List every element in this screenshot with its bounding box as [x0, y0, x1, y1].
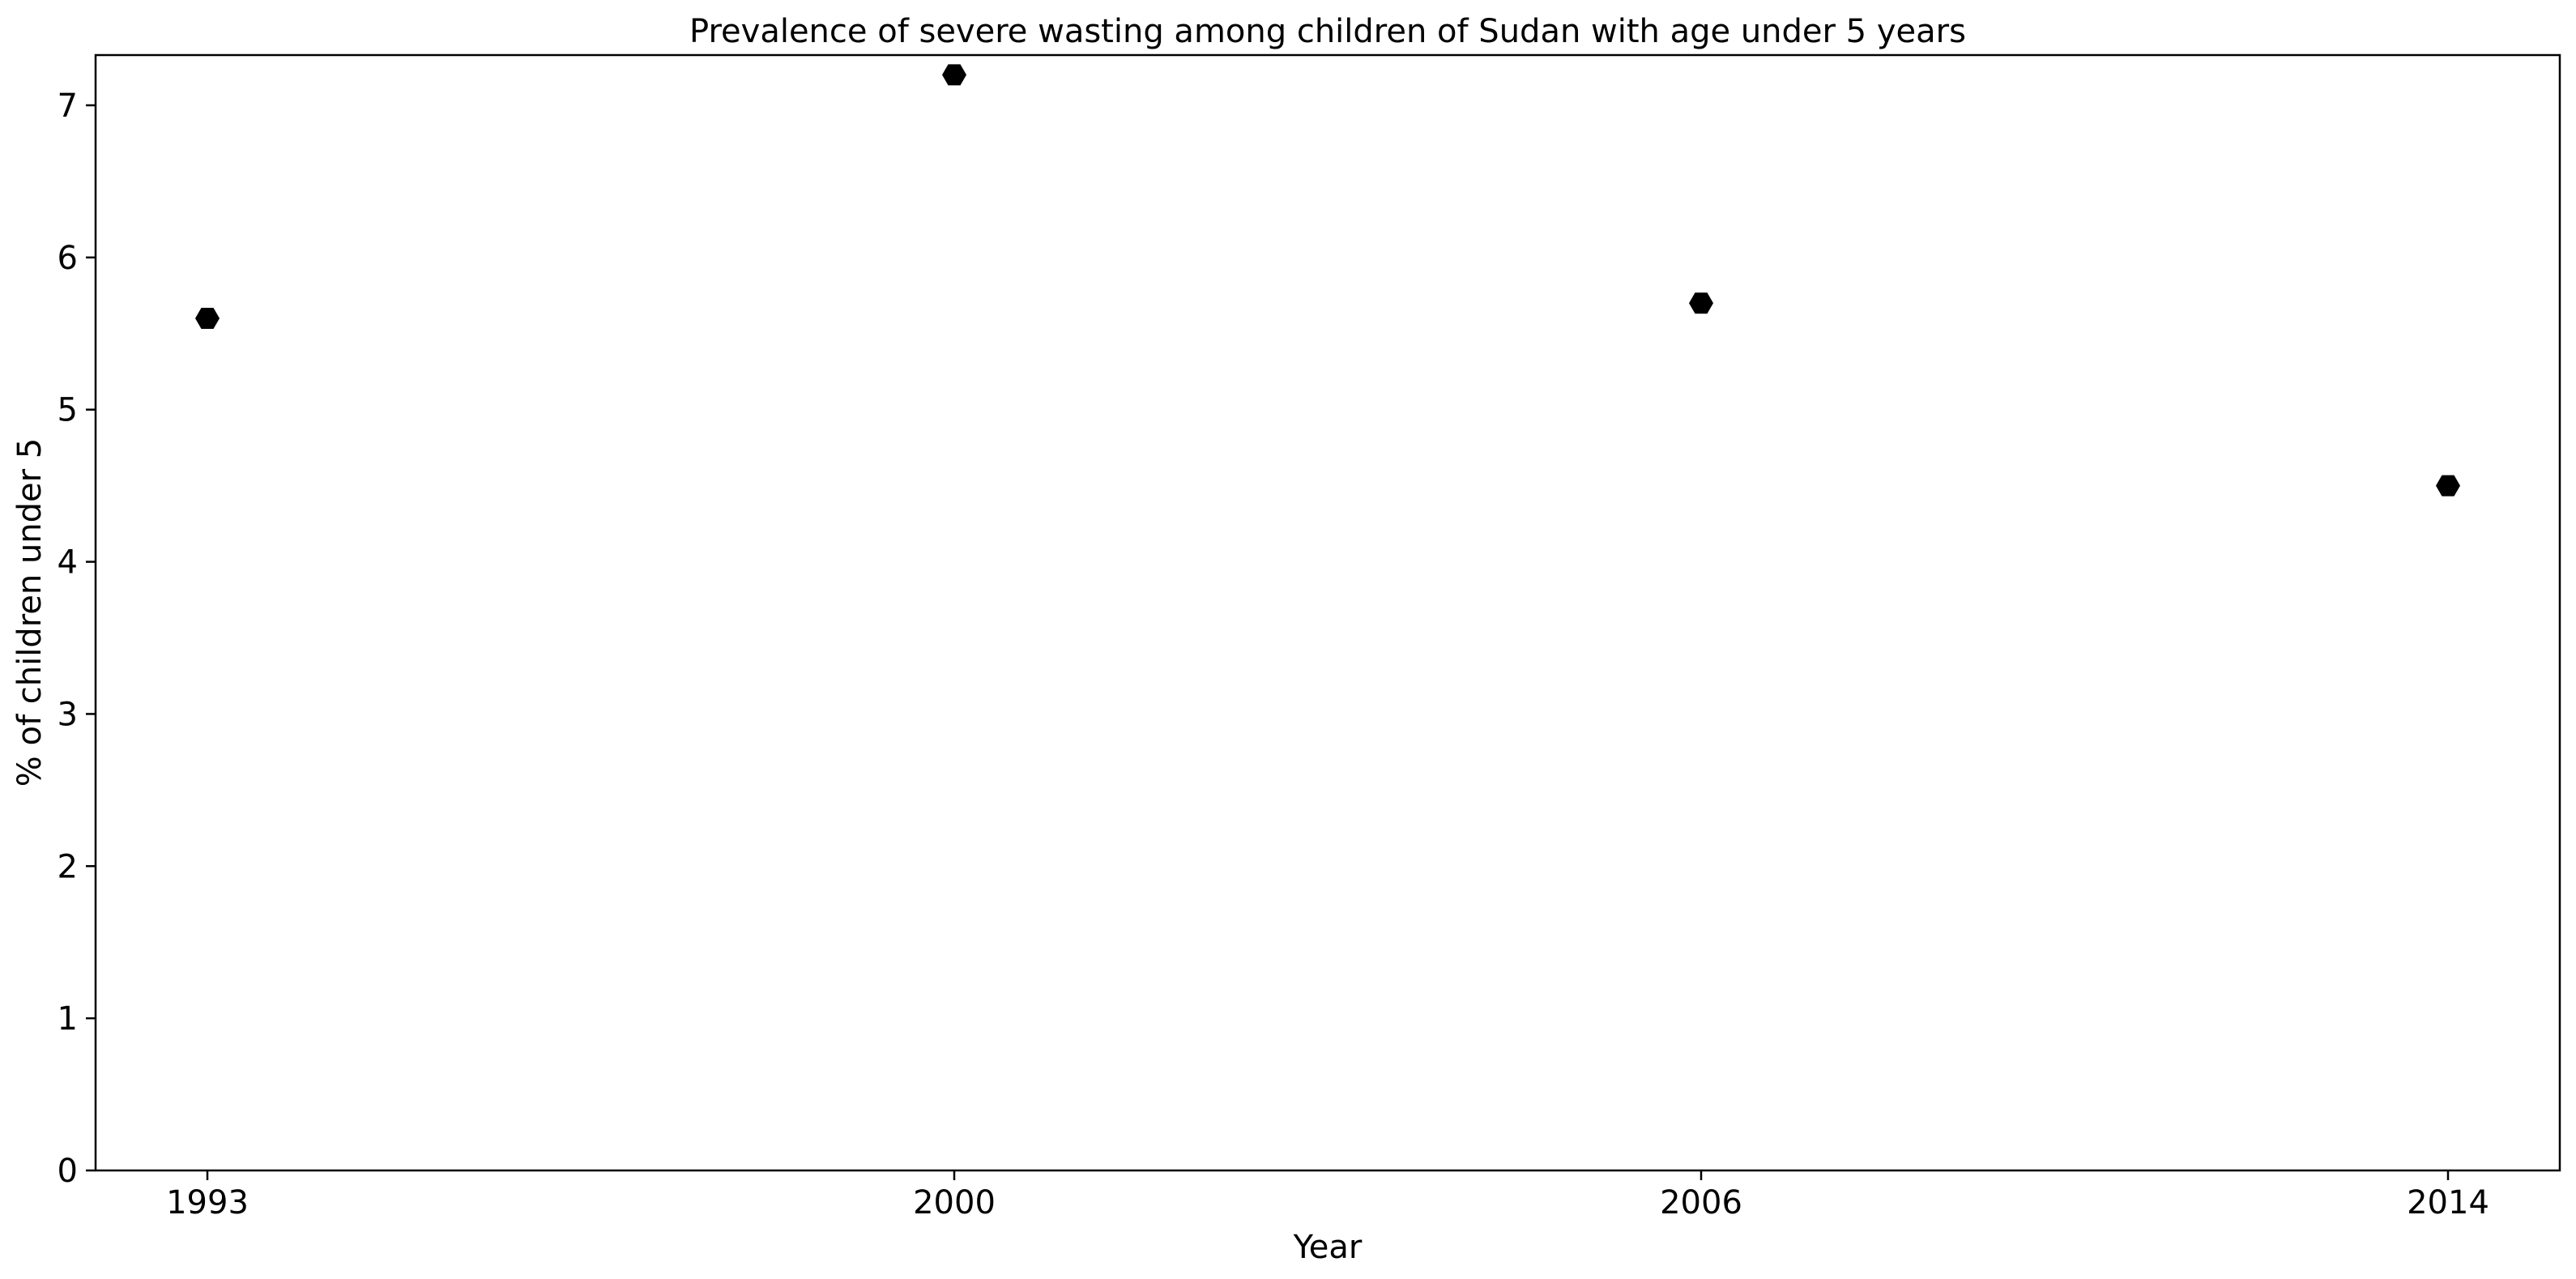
chart-title: Prevalence of severe wasting among child… [689, 13, 1966, 50]
plot-frame [94, 53, 2561, 1172]
data-point-1993 [195, 308, 220, 329]
x-tick-label: 2000 [913, 1184, 996, 1221]
y-tick-label: 0 [58, 1153, 78, 1190]
y-axis-ticks: 0 1 2 3 4 5 6 7 [58, 87, 96, 1190]
data-point-2014 [2436, 475, 2460, 497]
y-tick-label: 3 [58, 696, 78, 733]
y-tick-label: 6 [58, 240, 78, 277]
x-tick-label: 2006 [1660, 1184, 1742, 1221]
x-tick-label: 2014 [2407, 1184, 2489, 1221]
x-axis-label: Year [1293, 1229, 1363, 1266]
y-axis-label: % of children under 5 [11, 438, 49, 787]
data-point-2000 [942, 64, 966, 86]
y-tick-label: 5 [58, 392, 78, 429]
data-points [195, 64, 2460, 497]
y-tick-label: 7 [58, 87, 78, 125]
data-point-2006 [1689, 292, 1713, 314]
y-tick-label: 1 [58, 1000, 78, 1038]
y-tick-label: 2 [58, 848, 78, 885]
x-axis-ticks: 1993 2000 2006 2014 [166, 1170, 2489, 1221]
y-tick-label: 4 [58, 544, 78, 582]
x-tick-label: 1993 [166, 1184, 249, 1221]
